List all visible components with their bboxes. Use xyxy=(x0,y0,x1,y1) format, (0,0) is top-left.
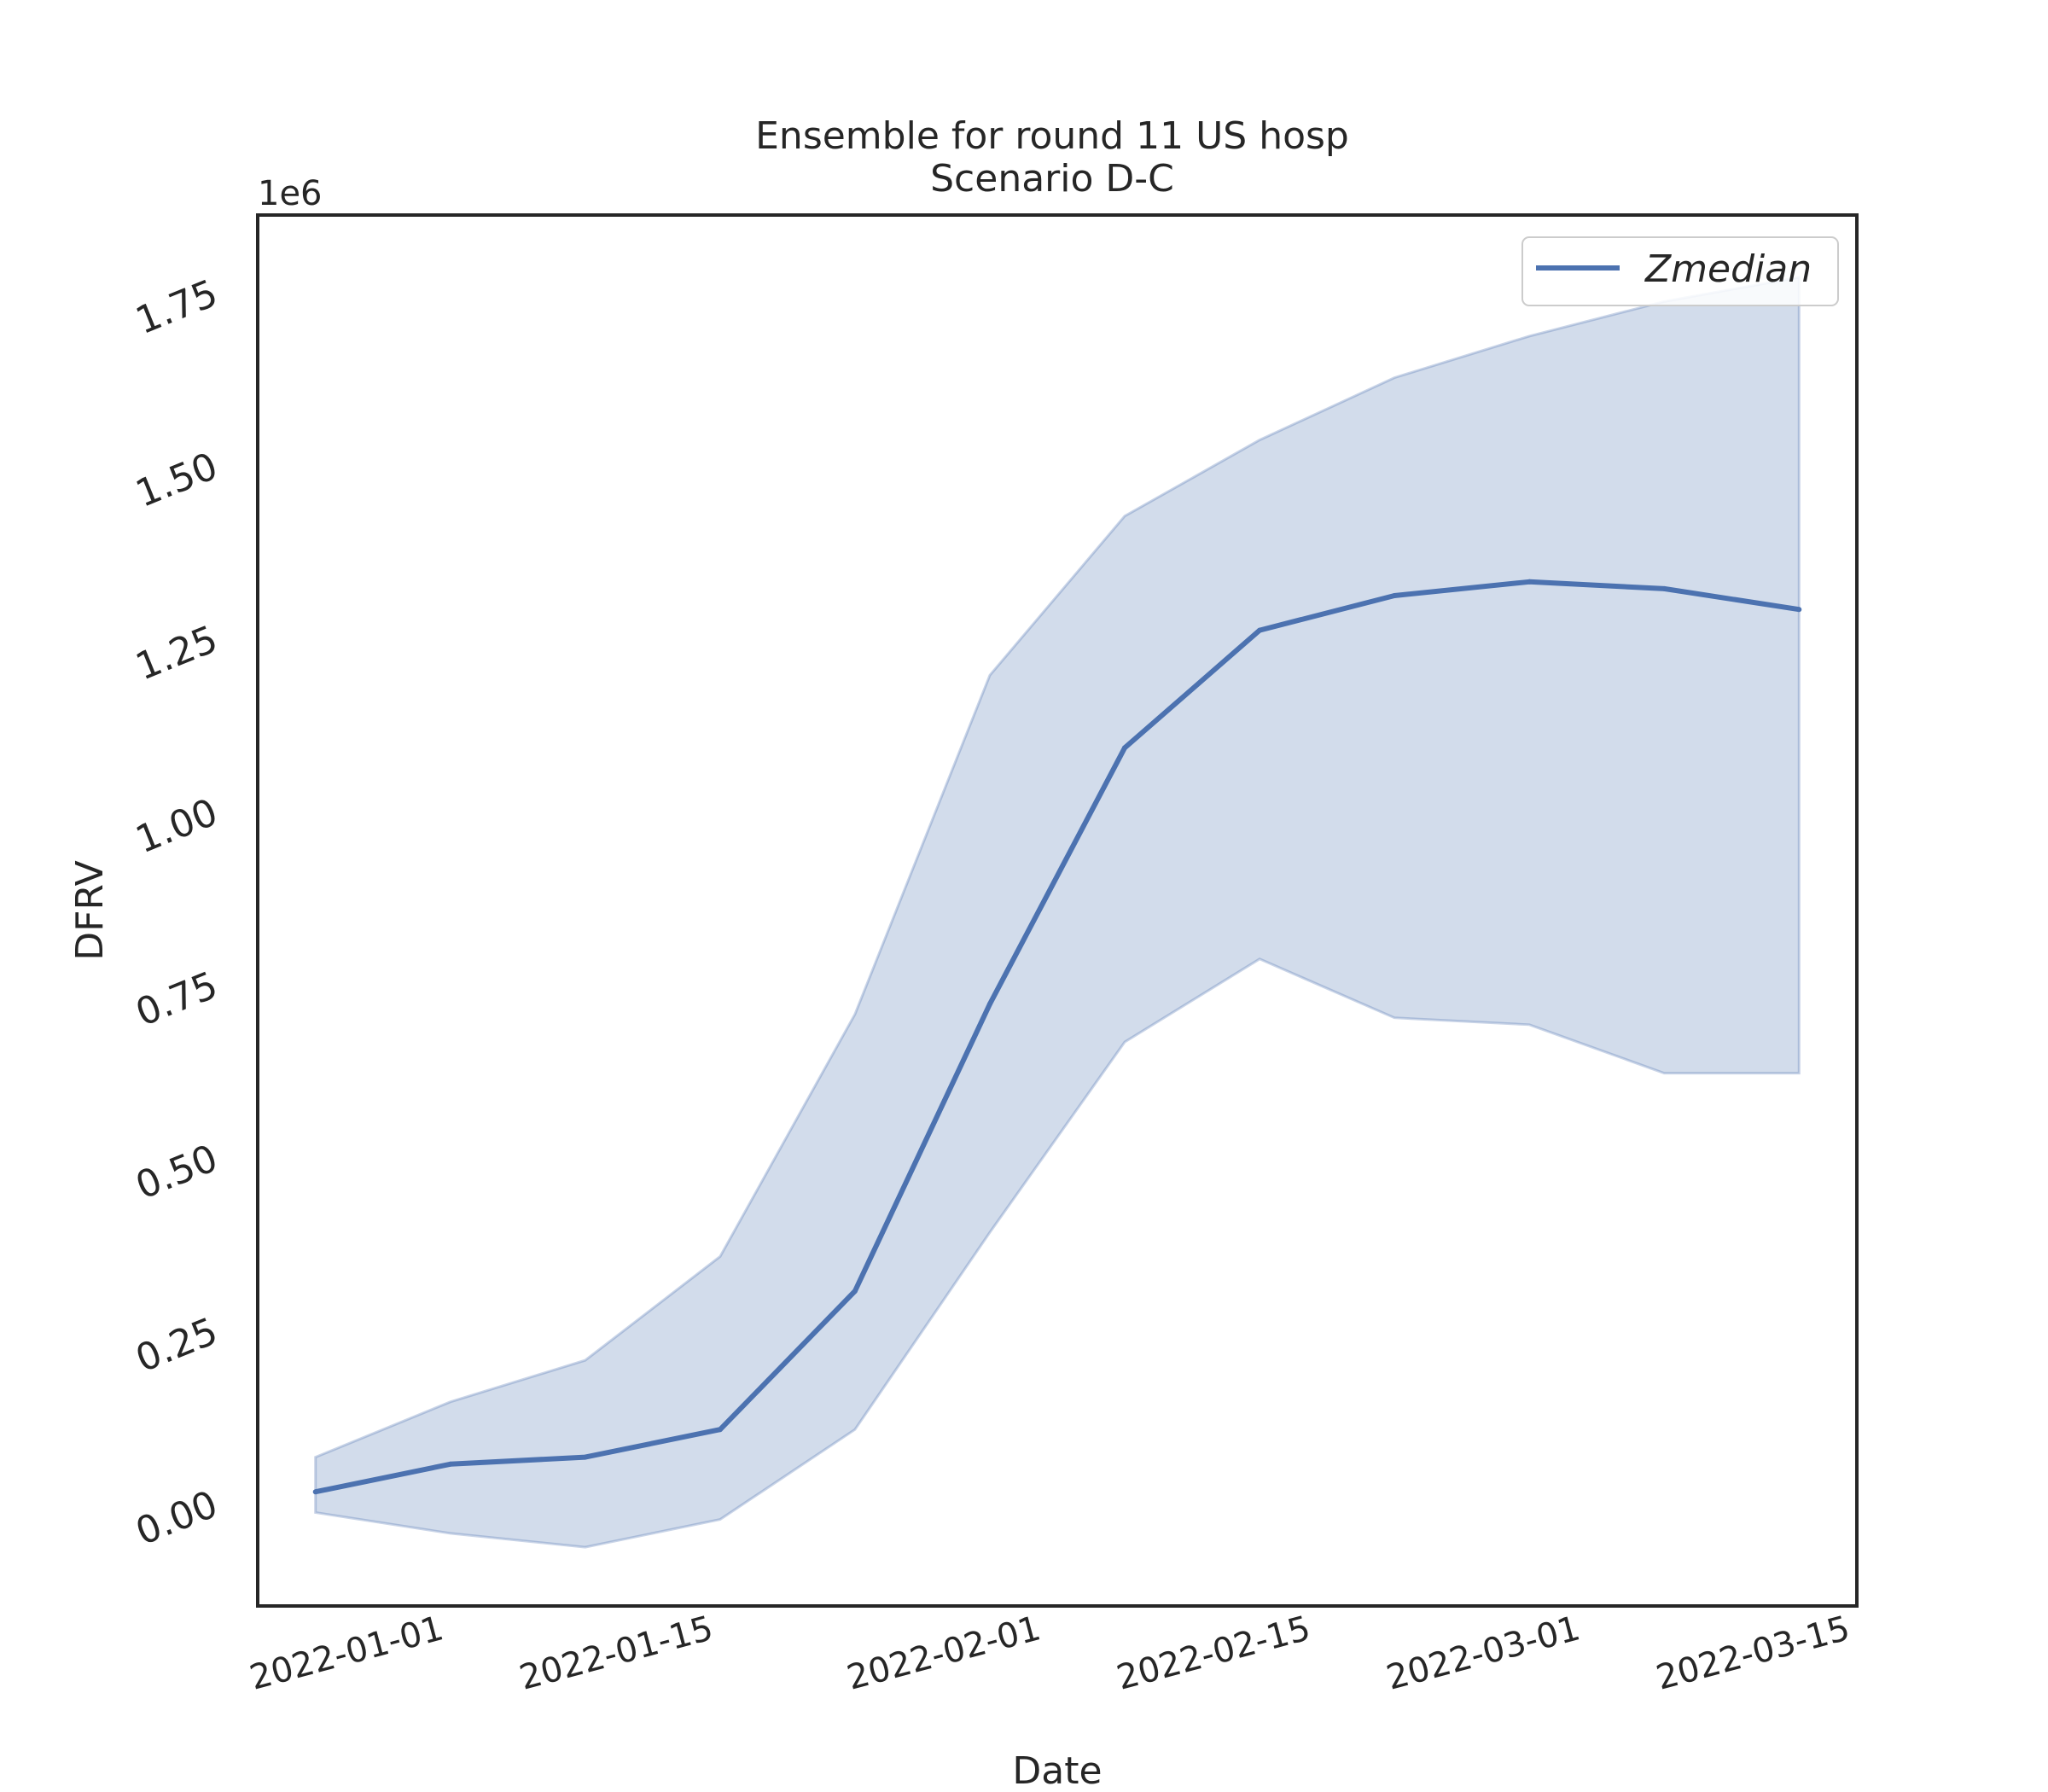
y-offset-label: 1e6 xyxy=(258,174,323,213)
data-point xyxy=(1122,745,1127,751)
data-point xyxy=(582,1454,588,1460)
chart-title-line2: Scenario D-C xyxy=(930,157,1174,201)
legend: Zmedian xyxy=(1521,236,1839,306)
x-axis-label: Date xyxy=(1012,1749,1102,1792)
legend-label-zmedian: Zmedian xyxy=(1644,247,1812,291)
legend-box xyxy=(1521,236,1839,306)
data-point xyxy=(717,1427,723,1433)
data-point xyxy=(447,1461,453,1467)
series-line-zmedian xyxy=(315,579,1800,1495)
data-point xyxy=(1661,585,1667,591)
axes-frame xyxy=(256,213,1859,1608)
plot-area xyxy=(312,276,1802,1549)
data-point xyxy=(987,1001,992,1007)
data-point xyxy=(852,1289,858,1294)
data-point xyxy=(1796,607,1802,613)
data-point xyxy=(1392,593,1398,598)
chart-title-line1: Ensemble for round 11 US hosp xyxy=(755,114,1349,158)
y-axis-label: DFRV xyxy=(68,860,112,960)
data-point xyxy=(312,1489,318,1495)
data-point xyxy=(1257,627,1263,633)
confidence-band xyxy=(314,276,1801,1549)
data-point xyxy=(1527,579,1533,585)
